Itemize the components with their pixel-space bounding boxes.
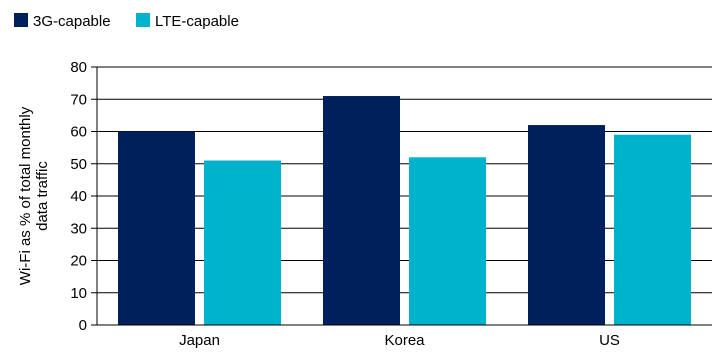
x-tick-label-japan: Japan [179,332,220,349]
x-axis-ticks: Japan Korea US [179,332,620,349]
axes [96,67,712,326]
y-tick-label: 10 [70,285,87,302]
bar-japan-lte-capable [204,160,281,325]
legend-label-3g-capable: 3G-capable [33,13,111,30]
bar-korea-3g-capable [323,96,400,326]
x-tick-label-korea: Korea [384,332,425,349]
bar-us-lte-capable [614,134,691,325]
y-tick-label: 70 [70,91,87,108]
y-axis-title: Wi-Fi as % of total monthlydata traffic [17,106,51,285]
legend-label-lte-capable: LTE-capable [155,13,239,30]
y-axis-title-line: Wi-Fi as % of total monthly [17,106,34,285]
y-tick-label: 20 [70,253,87,270]
bar-us-3g-capable [528,125,605,325]
y-tick-label: 80 [70,59,87,76]
legend-swatch-3g-capable [14,13,28,27]
bars [118,96,691,326]
y-tick-label: 60 [70,124,87,141]
y-tick-label: 50 [70,156,87,173]
legend-swatch-lte-capable [136,13,150,27]
y-axis-ticks: 0 10 20 30 40 50 60 70 80 [70,59,97,334]
y-tick-label: 40 [70,188,87,205]
y-tick-label: 30 [70,220,87,237]
bar-japan-3g-capable [118,131,195,325]
y-axis-title-line: data traffic [34,161,51,231]
gridlines [97,66,712,294]
y-tick-label: 0 [79,317,87,334]
bar-korea-lte-capable [409,157,486,325]
legend: 3G-capable LTE-capable [14,13,239,30]
x-tick-label-us: US [599,332,620,349]
y-axis-label: Wi-Fi as % of total monthlydata traffic [17,106,51,285]
